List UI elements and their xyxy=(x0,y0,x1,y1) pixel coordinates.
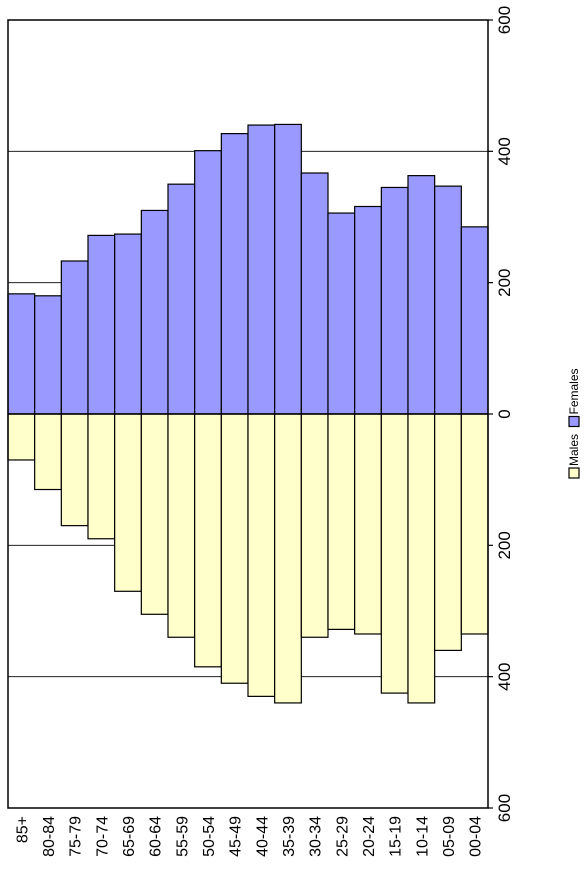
bar-males-25-29 xyxy=(327,413,356,630)
category-label-15-19: 15-19 xyxy=(388,816,405,857)
category-label-75-79: 75-79 xyxy=(68,816,85,857)
bar-males-55-59 xyxy=(167,413,196,638)
category-label-05-09: 05-09 xyxy=(441,816,458,857)
value-tick-label-6: 600 xyxy=(495,794,514,822)
value-tick-label-1: 400 xyxy=(495,137,514,165)
category-axis-tick-labels: 85+ 80-84 75-79 70-74 65-69 60-64 55-59 50-54 45… xyxy=(14,816,484,857)
value-tick-label-5: 400 xyxy=(495,662,514,690)
bar-females-15-19 xyxy=(380,186,409,415)
bar-males-40-44 xyxy=(247,413,276,697)
bars xyxy=(7,123,489,704)
bar-females-65-69 xyxy=(114,233,142,415)
bar-males-70-74 xyxy=(87,413,116,540)
category-label-00-04: 00-04 xyxy=(468,816,485,857)
bar-females-25-29 xyxy=(327,212,356,415)
category-label-55-59: 55-59 xyxy=(174,816,191,857)
bar-females-00-04 xyxy=(460,226,489,415)
bar-males-30-34 xyxy=(300,413,329,638)
category-label-10-14: 10-14 xyxy=(414,816,431,857)
bar-females-75-79 xyxy=(60,260,89,415)
bar-males-75-79 xyxy=(60,413,89,527)
bar-females-60-64 xyxy=(140,209,169,415)
bar-males-65-69 xyxy=(114,413,142,592)
category-label-25-29: 25-29 xyxy=(334,816,351,857)
bar-females-80-84 xyxy=(34,295,62,415)
bar-males-80-84 xyxy=(34,413,62,491)
value-tick-label-0: 600 xyxy=(495,6,514,34)
bar-females-45-49 xyxy=(220,133,249,415)
bar-females-30-34 xyxy=(300,172,329,415)
bar-males-85+ xyxy=(7,413,36,461)
value-tick-label-4: 200 xyxy=(495,531,514,559)
category-label-65-69: 65-69 xyxy=(121,816,138,857)
bar-males-50-54 xyxy=(194,413,222,668)
bar-females-85+ xyxy=(7,293,36,415)
legend-label-females: Females xyxy=(567,368,581,414)
bar-females-10-14 xyxy=(407,175,436,415)
legend-swatch-females xyxy=(568,415,580,428)
value-tick-label-3: 0 xyxy=(495,409,514,418)
bar-males-05-09 xyxy=(434,413,462,651)
category-label-40-44: 40-44 xyxy=(254,816,271,857)
bar-females-70-74 xyxy=(87,234,116,415)
bar-males-00-04 xyxy=(460,413,489,635)
bar-females-05-09 xyxy=(434,185,462,415)
value-axis-tick-labels: 600 400 200 0 200 400 600 xyxy=(488,6,514,822)
category-label-20-24: 20-24 xyxy=(361,816,378,857)
category-label-30-34: 30-34 xyxy=(308,816,325,857)
bar-females-40-44 xyxy=(247,124,276,415)
category-label-60-64: 60-64 xyxy=(148,816,165,857)
category-label-85+: 85+ xyxy=(14,816,31,843)
category-label-45-49: 45-49 xyxy=(228,816,245,857)
category-label-50-54: 50-54 xyxy=(201,816,218,857)
bar-males-10-14 xyxy=(407,413,436,704)
bar-females-20-24 xyxy=(354,205,382,415)
bar-females-35-39 xyxy=(274,123,302,415)
bar-females-55-59 xyxy=(167,183,196,415)
value-tick-label-2: 200 xyxy=(495,268,514,296)
bar-females-50-54 xyxy=(194,150,222,415)
legend-label-males: Males xyxy=(567,434,581,466)
bar-males-45-49 xyxy=(220,413,249,684)
legend: Males Females xyxy=(567,368,581,479)
category-label-80-84: 80-84 xyxy=(41,816,58,857)
bar-males-60-64 xyxy=(140,413,169,615)
bar-males-20-24 xyxy=(354,413,382,635)
category-label-35-39: 35-39 xyxy=(281,816,298,857)
bar-males-35-39 xyxy=(274,413,302,704)
bar-males-15-19 xyxy=(380,413,409,694)
category-label-70-74: 70-74 xyxy=(94,816,111,857)
legend-swatch-males xyxy=(568,467,580,479)
